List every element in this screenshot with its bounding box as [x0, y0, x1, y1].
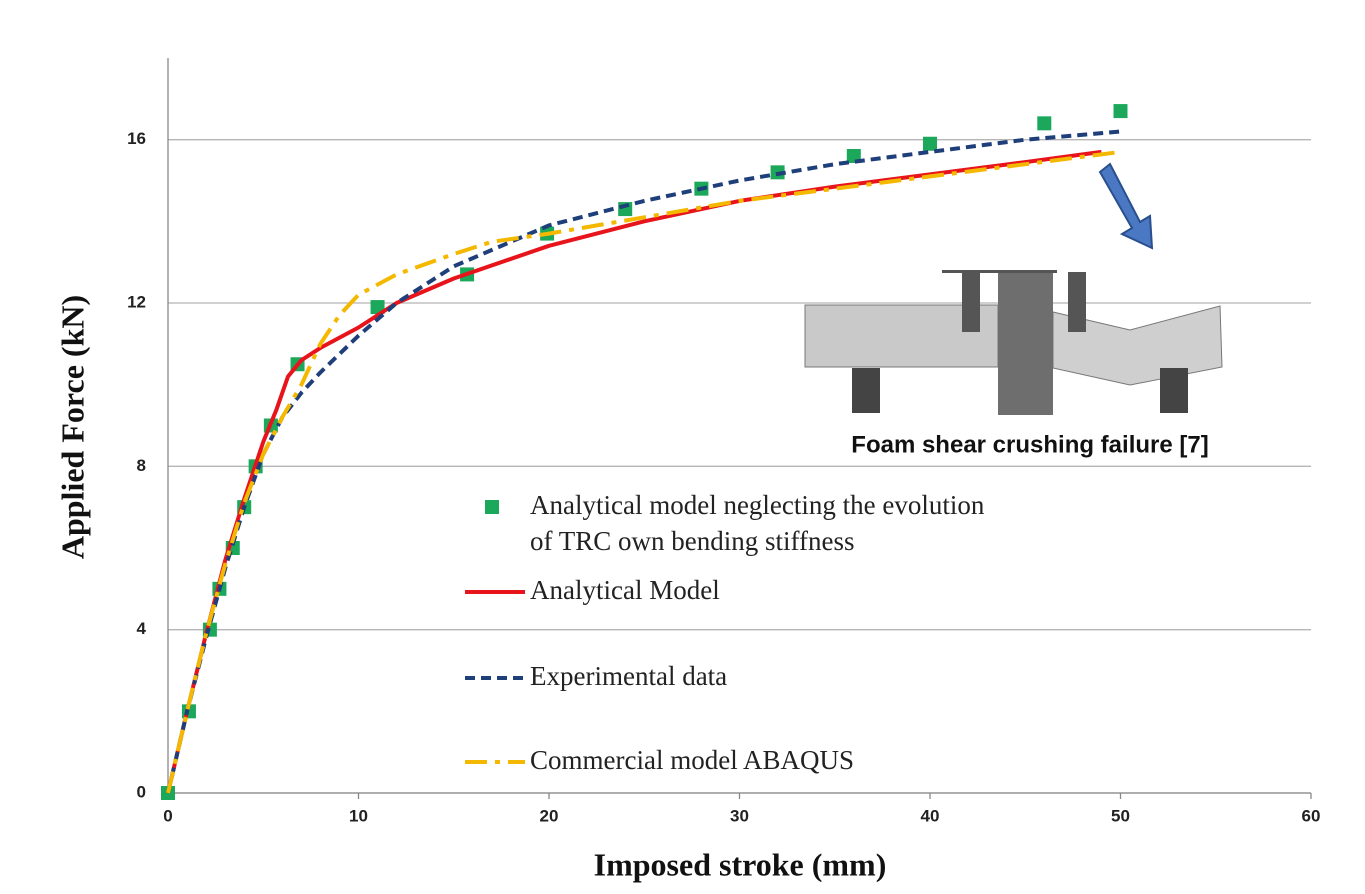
- x-tick-label: 40: [921, 806, 940, 825]
- legend-marker: [485, 500, 499, 514]
- marker: [1037, 116, 1052, 131]
- legend-label: Commercial model ABAQUS: [530, 745, 854, 775]
- arrow: [1098, 162, 1154, 250]
- photo: [804, 270, 1223, 415]
- marker: [370, 300, 385, 315]
- x-tick-label: 50: [1111, 806, 1130, 825]
- y-axis-title: Applied Force (kN): [54, 295, 90, 559]
- x-tick-label: 10: [349, 806, 368, 825]
- marker: [923, 136, 937, 151]
- y-tick-label: 8: [137, 456, 146, 475]
- y-tick-label: 16: [127, 129, 146, 148]
- y-tick-label: 4: [137, 619, 147, 638]
- legend-label: Analytical Model: [530, 575, 720, 605]
- annotation: Foam shear crushing failure [7]: [851, 431, 1208, 458]
- series-line: [166, 149, 1102, 794]
- x-tick-label: 60: [1302, 806, 1321, 825]
- y-tick-label: 0: [137, 782, 146, 801]
- x-tick-label: 20: [540, 806, 559, 825]
- x-tick-label: 30: [730, 806, 749, 825]
- x-tick-label: 0: [163, 806, 172, 825]
- legend-label: Analytical model neglecting the evolutio…: [530, 490, 985, 556]
- x-axis-title: Imposed stroke (mm): [594, 846, 887, 882]
- legend-label: Experimental data: [530, 661, 728, 691]
- y-tick-label: 12: [127, 292, 146, 311]
- marker: [1113, 104, 1128, 119]
- series-line: [166, 149, 1121, 794]
